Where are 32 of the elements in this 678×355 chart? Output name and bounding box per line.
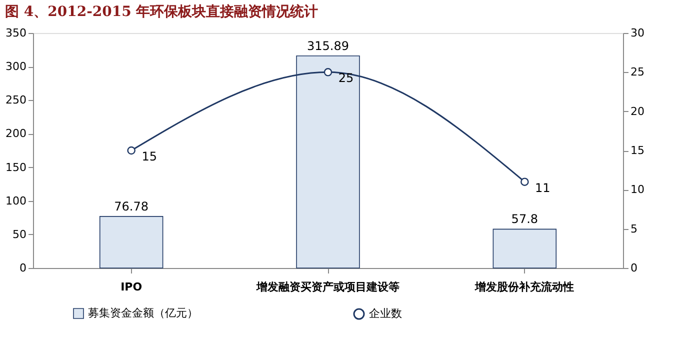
x-tick-label: 增发股份补充流动性 <box>474 280 574 294</box>
point <box>520 178 529 186</box>
data-label: 315.89 <box>307 38 349 53</box>
data-label: 76.78 <box>114 199 149 214</box>
y-tick-label: 150 <box>6 160 26 174</box>
chart-title: 图 4、2012-2015 年环保板块直接融资情况统计 <box>5 3 318 20</box>
legend-label: 募集资金金额（亿元） <box>88 306 198 320</box>
point <box>127 146 136 155</box>
data-label: 15 <box>142 150 157 164</box>
y-tick-label: 0 <box>20 262 26 274</box>
data-label: 25 <box>338 71 354 86</box>
y-tick-label: 350 <box>6 26 26 40</box>
y2-tick-label: 10 <box>630 183 644 196</box>
y-tick-label: 250 <box>6 94 26 107</box>
y2-tick-label: 20 <box>630 104 644 118</box>
y-tick-label: 300 <box>6 60 26 74</box>
y-tick-label: 50 <box>12 228 26 241</box>
data-label: 57.8 <box>511 212 538 226</box>
y-tick-label: 200 <box>6 127 26 140</box>
point <box>324 68 332 76</box>
bar <box>99 216 164 268</box>
data-label: 11 <box>535 180 550 195</box>
x-tick-label: IPO <box>120 280 142 294</box>
y2-tick-label: 0 <box>630 262 638 274</box>
y2-tick-label: 15 <box>630 144 644 157</box>
y-tick-label: 100 <box>6 194 26 208</box>
y2-tick-label: 5 <box>630 222 638 236</box>
y2-tick-label: 25 <box>630 66 644 79</box>
legend-label: 企业数 <box>369 307 402 320</box>
y2-tick-label: 30 <box>630 26 644 40</box>
bar <box>492 228 557 268</box>
x-tick-label: 增发融资买资产或项目建设等 <box>256 280 400 294</box>
